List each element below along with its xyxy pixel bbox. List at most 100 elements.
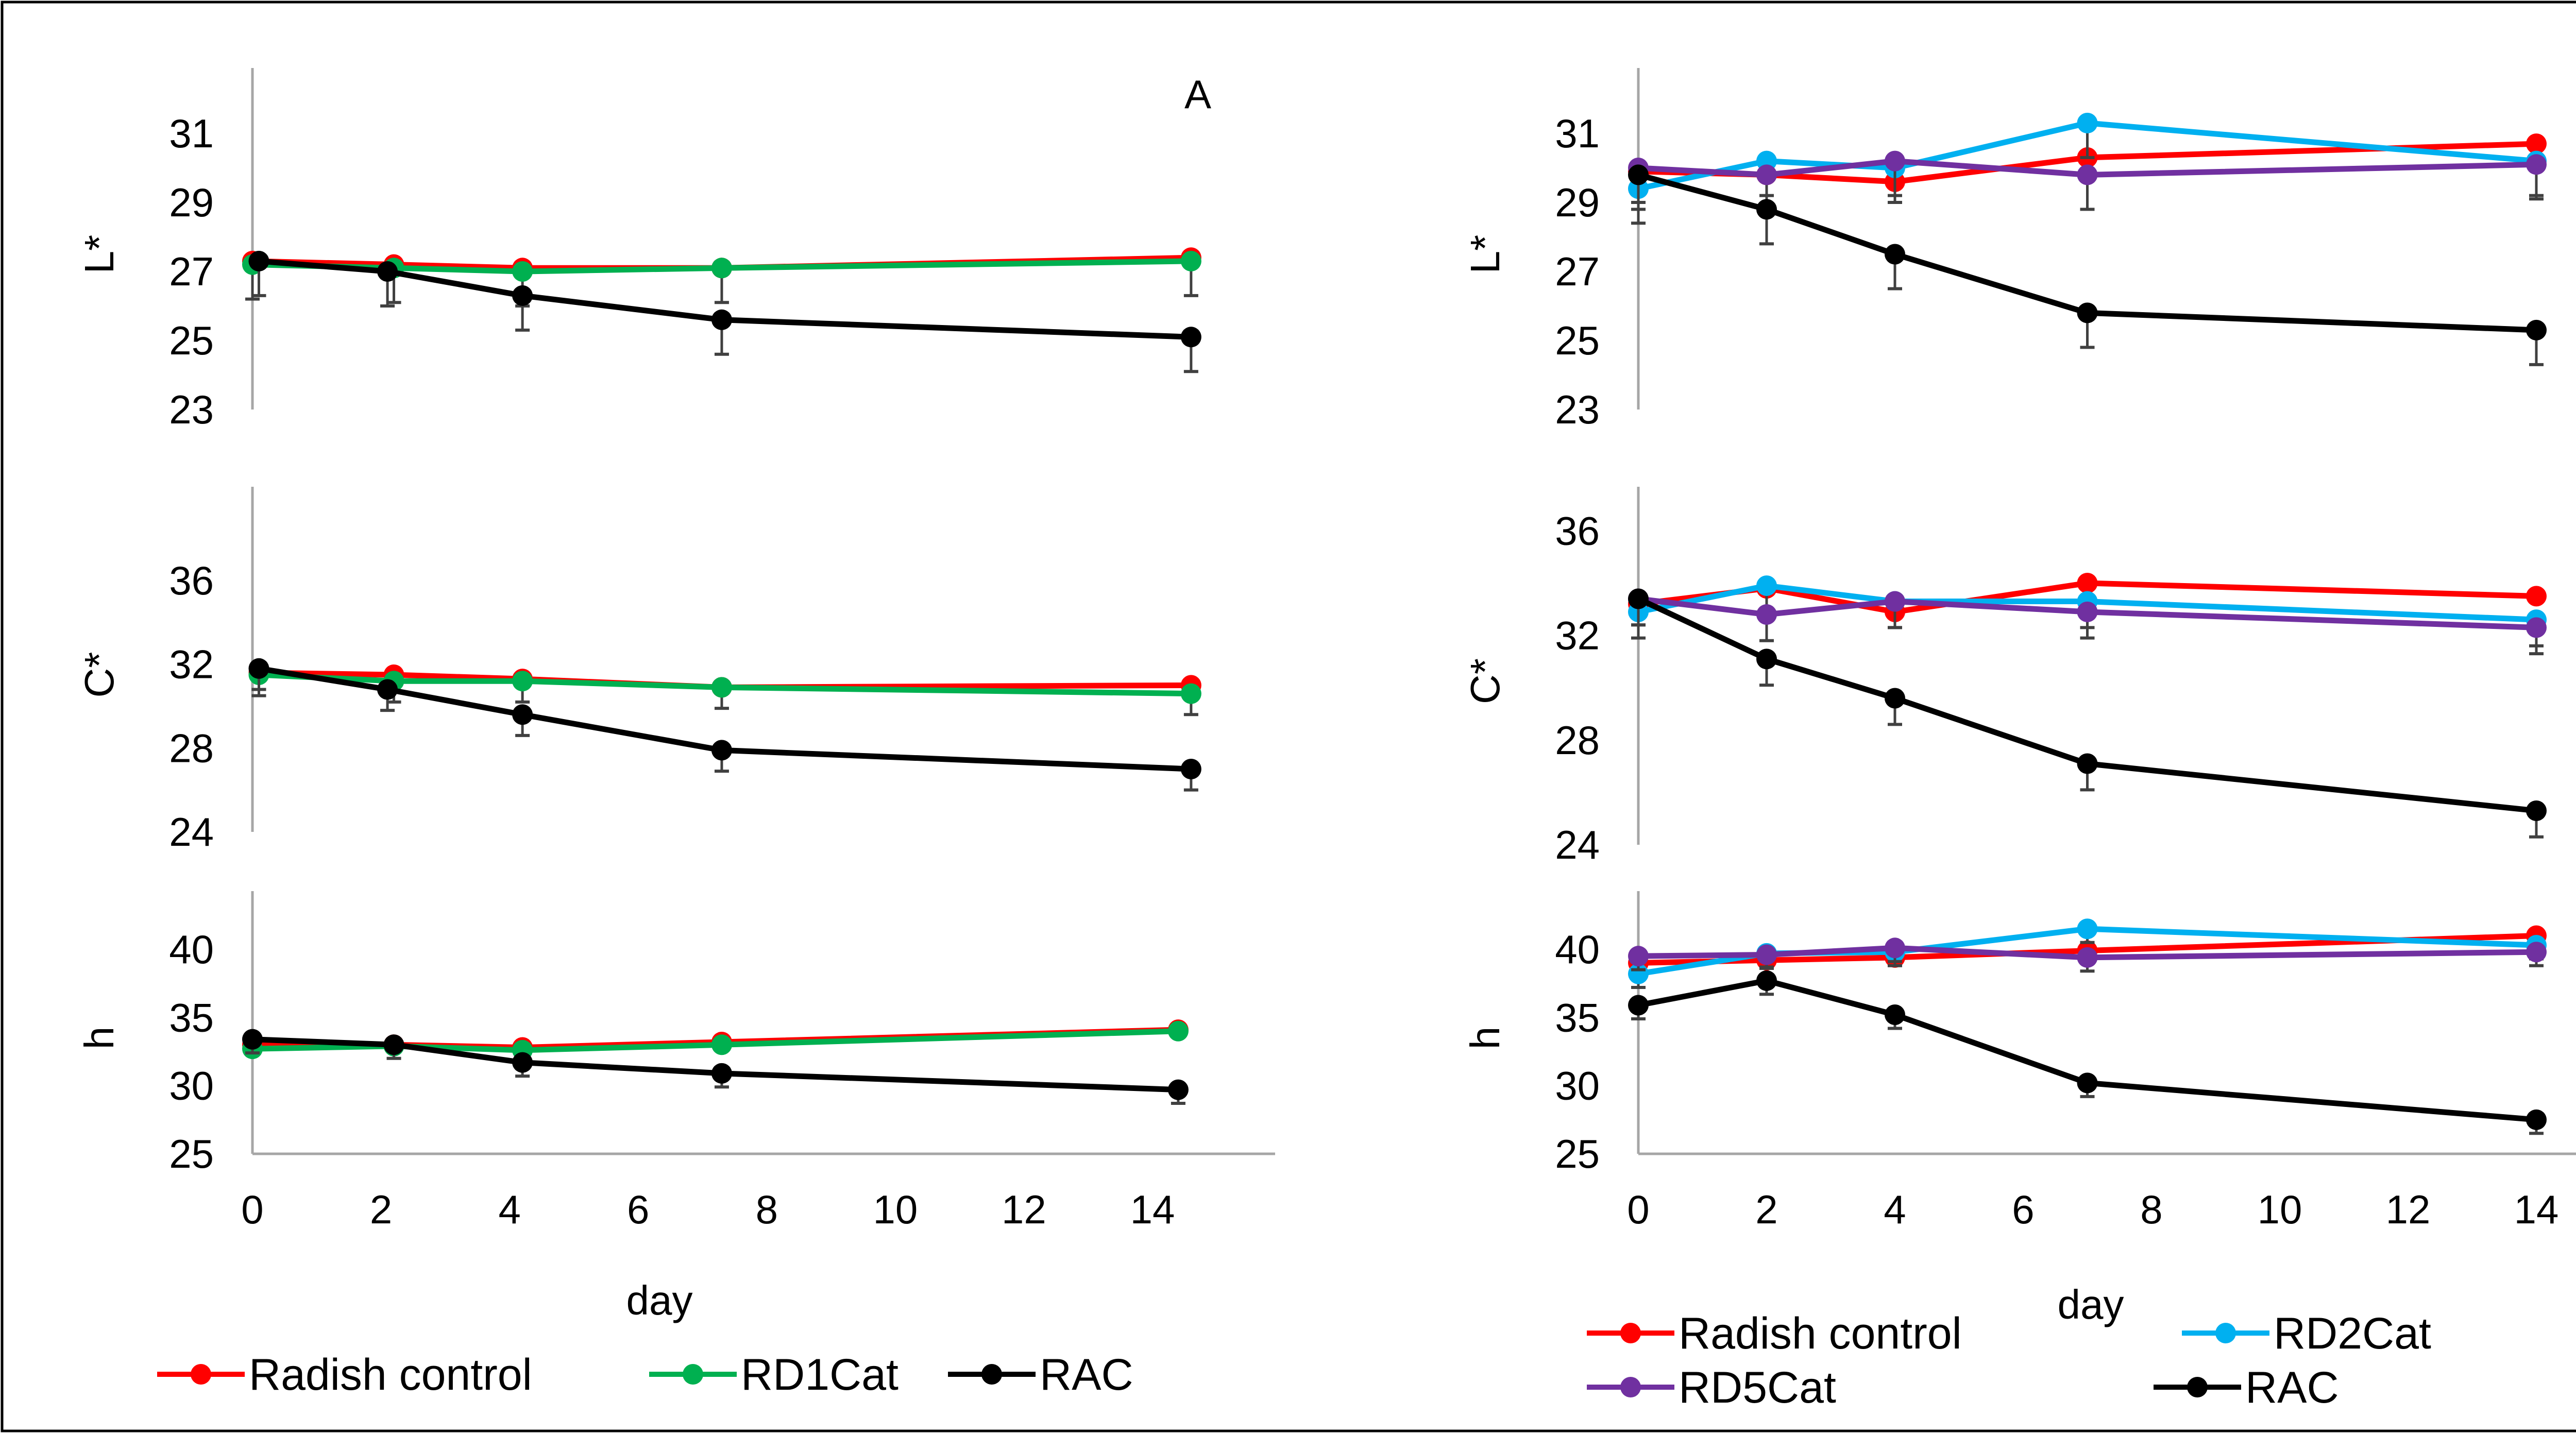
subplot-b-5: 25 30 35 40 h 0 2 4 6 8 10 12 14: [1462, 891, 2576, 1232]
data-point: [1885, 591, 1905, 612]
data-point: [512, 261, 533, 282]
legend-item-rd2cat: RD2Cat: [2182, 1309, 2431, 1358]
data-point: [1756, 199, 1777, 220]
y-tick-label: 24: [1555, 822, 1600, 867]
subplot-a-0: 23 25 27 29 31 L*: [76, 68, 1201, 432]
y-tick-label: 27: [169, 249, 214, 294]
series-rac: [242, 1029, 1189, 1105]
x-tick-label: 10: [873, 1187, 918, 1232]
data-point: [2526, 154, 2547, 175]
data-point: [2077, 918, 2098, 940]
y-tick-label: 28: [1555, 718, 1600, 763]
series-rac: [1628, 970, 2547, 1135]
y-tick-label: 29: [169, 180, 214, 225]
data-point: [2526, 942, 2547, 963]
data-point: [711, 258, 732, 279]
series-rd5cat: [1628, 588, 2547, 656]
y-tick-label: 25: [169, 318, 214, 363]
legend-label: RD2Cat: [2274, 1309, 2431, 1358]
subplot-a-1: 24 28 32 36 C*: [76, 487, 1201, 855]
data-point: [2526, 133, 2547, 155]
series-rac: [248, 658, 1201, 792]
legend-item-rd1cat: RD1Cat: [649, 1350, 899, 1400]
y-axis-title: L*: [76, 235, 122, 274]
data-point: [2077, 1072, 2098, 1094]
data-point: [377, 261, 398, 282]
subplot-b-4: 24 28 32 36 C*: [1462, 487, 2547, 867]
data-point: [1628, 946, 1649, 967]
x-tick-label: 2: [370, 1187, 392, 1232]
x-tick-label: 6: [627, 1187, 649, 1232]
legend-label: RD1Cat: [741, 1350, 899, 1400]
data-point: [711, 309, 732, 330]
series-rac: [248, 250, 1201, 373]
y-tick-label: 40: [1555, 927, 1600, 972]
x-tick-label: 12: [2386, 1187, 2431, 1232]
y-tick-label: 30: [169, 1063, 214, 1108]
data-point: [2077, 112, 2098, 133]
data-point: [2077, 601, 2098, 622]
data-point: [711, 1034, 732, 1055]
y-axis-title: C*: [1462, 658, 1508, 704]
x-tick-label: 6: [2012, 1187, 2034, 1232]
legend-swatch-marker: [683, 1364, 703, 1385]
legend-swatch-marker: [2215, 1323, 2236, 1343]
data-point: [1756, 649, 1777, 670]
data-point: [1756, 164, 1777, 185]
y-tick-label: 23: [169, 387, 214, 432]
y-tick-label: 35: [169, 995, 214, 1040]
data-point: [2077, 573, 2098, 593]
data-point: [1885, 937, 1905, 959]
data-point: [512, 671, 533, 692]
legend-swatch-marker: [2187, 1377, 2208, 1397]
y-tick-label: 40: [169, 927, 214, 972]
y-tick-label: 31: [169, 111, 214, 156]
data-point: [242, 1029, 263, 1050]
y-tick-label: 27: [1555, 249, 1600, 294]
legend-swatch-marker: [1620, 1377, 1641, 1397]
data-point: [711, 740, 732, 761]
x-tick-label: 4: [1884, 1187, 1906, 1232]
y-tick-label: 31: [1555, 111, 1600, 156]
data-point: [2526, 800, 2547, 821]
y-tick-label: 29: [1555, 180, 1600, 225]
legend-label: RAC: [1040, 1350, 1133, 1400]
data-point: [1885, 150, 1905, 172]
data-point: [1756, 944, 1777, 965]
legend-label: RD5Cat: [1679, 1363, 1836, 1412]
data-point: [1885, 688, 1905, 709]
x-tick-label: 14: [2514, 1187, 2559, 1232]
y-tick-label: 30: [1555, 1063, 1600, 1108]
data-point: [2077, 164, 2098, 185]
legend-item-rd5cat: RD5Cat: [1587, 1363, 1836, 1412]
legend-label: RAC: [2245, 1363, 2339, 1412]
panel-b-legend: Radish control RD2Cat RD5Cat RAC: [1587, 1309, 2431, 1412]
subplot-b-3: 23 25 27 29 31 L*: [1462, 68, 2547, 432]
y-tick-label: 23: [1555, 387, 1600, 432]
x-tick-label: 0: [241, 1187, 263, 1232]
data-point: [512, 704, 533, 725]
data-point: [1180, 250, 1201, 271]
legend-item-radish-control: Radish control: [157, 1350, 532, 1400]
data-point: [1180, 327, 1201, 348]
data-point: [2077, 947, 2098, 968]
y-tick-label: 25: [1555, 318, 1600, 363]
y-tick-label: 32: [169, 642, 214, 687]
data-point: [1756, 575, 1777, 596]
panel-b-xlabel: day: [2058, 1282, 2124, 1327]
data-point: [377, 679, 398, 700]
data-point: [2526, 1109, 2547, 1130]
data-point: [2526, 319, 2547, 340]
series-rac: [1628, 164, 2547, 366]
y-axis-title: h: [1462, 1027, 1508, 1050]
y-tick-label: 32: [1555, 613, 1600, 658]
panel-label-a: A: [1184, 72, 1211, 117]
x-tick-label: 10: [2258, 1187, 2302, 1232]
y-tick-label: 35: [1555, 995, 1600, 1040]
legend-swatch-marker: [1620, 1323, 1641, 1343]
data-point: [1756, 970, 1777, 991]
data-point: [2526, 617, 2547, 638]
x-tick-label: 2: [1755, 1187, 1777, 1232]
